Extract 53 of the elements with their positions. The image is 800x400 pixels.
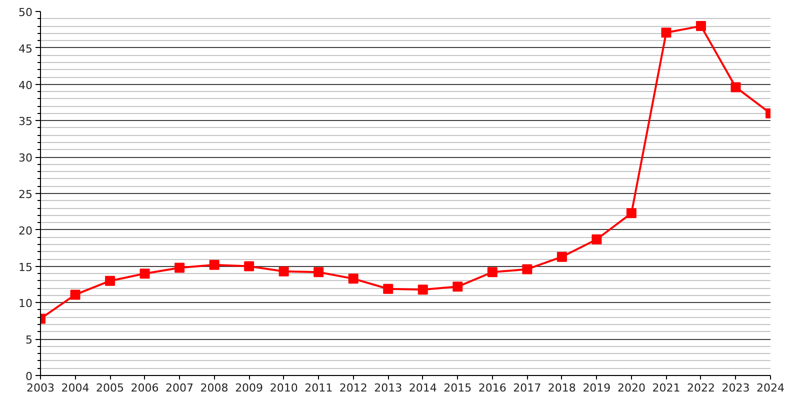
x-tick-label: 2020	[617, 382, 646, 394]
x-tick-label: 2005	[96, 382, 124, 394]
point	[244, 261, 254, 272]
point	[487, 267, 498, 278]
x-tick-label: 2011	[304, 382, 333, 394]
y-tick-label: 35	[18, 115, 33, 128]
point	[418, 284, 428, 295]
point	[140, 268, 150, 279]
x-tick-label: 2008	[200, 382, 228, 394]
x-tick-label: 2023	[722, 382, 750, 394]
y-tick-label: 40	[18, 78, 33, 92]
y-tick-label: 30	[18, 152, 33, 165]
y-tick-label: 50	[18, 6, 33, 19]
point	[696, 21, 706, 32]
x-tick-label: 2012	[339, 382, 368, 394]
point	[661, 28, 672, 38]
x-tick-label: 2013	[374, 382, 402, 394]
point	[70, 290, 80, 300]
point	[383, 284, 394, 294]
x-tick-label: 2017	[513, 382, 542, 394]
y-tick-label: 0	[26, 370, 32, 383]
point	[105, 276, 116, 286]
x-tick-label: 2018	[548, 382, 576, 394]
y-tick-label: 15	[18, 260, 33, 274]
x-tick-label: 2006	[130, 382, 159, 394]
x-tick-label: 2014	[408, 382, 437, 394]
point	[348, 274, 358, 284]
y-tick-label: 25	[18, 188, 33, 201]
y-tick-label: 10	[18, 297, 33, 310]
y-tick-label: 45	[18, 42, 33, 56]
x-tick-label: 2007	[166, 382, 194, 394]
y-tick-label: 20	[18, 224, 33, 238]
point	[626, 208, 636, 218]
point	[174, 262, 185, 273]
point	[278, 266, 289, 276]
x-tick-label: 2019	[582, 382, 611, 394]
x-tick-label: 2003	[26, 382, 55, 394]
point	[592, 234, 602, 244]
point	[209, 260, 220, 270]
x-tick-label: 2021	[652, 382, 680, 394]
x-tick-label: 2024	[756, 382, 785, 394]
point	[730, 82, 741, 92]
point	[452, 282, 463, 292]
x-tick-label: 2004	[61, 382, 90, 394]
y-tick-label: 5	[26, 334, 32, 347]
x-tick-label: 2009	[235, 382, 264, 394]
point	[314, 267, 324, 278]
x-tick-label: 2015	[444, 382, 472, 394]
x-tick-label: 2016	[478, 382, 506, 394]
x-tick-label: 2022	[686, 382, 715, 394]
point	[556, 252, 567, 262]
x-tick-label: 2010	[270, 382, 298, 394]
point	[522, 264, 532, 274]
